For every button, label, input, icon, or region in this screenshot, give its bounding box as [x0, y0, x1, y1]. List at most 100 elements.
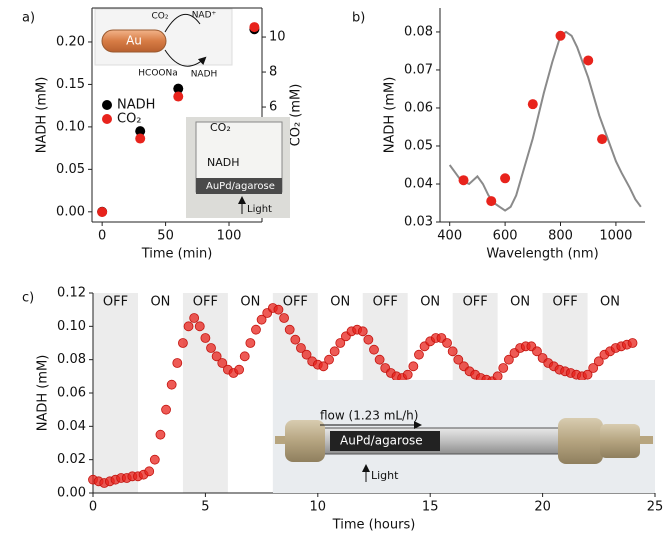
- period-label: OFF: [103, 295, 128, 310]
- point: [256, 314, 267, 325]
- annotation: Light: [247, 204, 272, 215]
- point: [97, 207, 108, 218]
- annotation: NADH: [207, 156, 240, 169]
- point: [239, 351, 250, 362]
- legend-label: NADH: [117, 98, 155, 113]
- period-label: OFF: [193, 295, 218, 310]
- point: [166, 379, 177, 390]
- x-tick-label: 0: [98, 229, 106, 244]
- period-label: ON: [240, 295, 260, 310]
- y-tick-label: 0.10: [57, 319, 86, 334]
- y-tick-label: 0.04: [57, 419, 86, 434]
- period-label: OFF: [283, 295, 308, 310]
- point: [329, 346, 340, 357]
- point: [324, 354, 334, 365]
- x-tick-label: 25: [647, 500, 663, 515]
- point: [144, 466, 155, 477]
- x-tick-label: 400: [437, 229, 462, 244]
- point: [588, 363, 599, 373]
- point: [178, 338, 188, 348]
- point: [582, 369, 593, 380]
- point: [217, 358, 228, 368]
- annotation: AuPd/agarose: [340, 434, 423, 448]
- point: [161, 404, 171, 415]
- period-label: OFF: [552, 295, 577, 310]
- point: [173, 91, 184, 102]
- y2-tick-label: 6: [269, 100, 277, 115]
- point: [458, 175, 469, 186]
- y-tick-label: 0.05: [404, 138, 433, 153]
- period-label: ON: [150, 295, 170, 310]
- reactor-bed: [330, 431, 440, 451]
- point: [597, 134, 608, 145]
- point: [453, 354, 464, 365]
- x-tick-label: 0: [89, 500, 97, 515]
- y-axis-label: NADH (mM): [36, 355, 51, 432]
- x-tick-label: 600: [493, 229, 518, 244]
- point: [211, 351, 222, 362]
- point: [447, 346, 458, 357]
- period-shade: [93, 293, 138, 493]
- period-label: OFF: [373, 295, 398, 310]
- y-tick-label: 0.02: [57, 452, 86, 467]
- point: [414, 349, 424, 360]
- point: [251, 324, 261, 335]
- y-tick-label: 0.00: [57, 486, 86, 501]
- point: [234, 364, 245, 375]
- au-particle: [101, 29, 167, 53]
- panel-label: b): [352, 11, 365, 26]
- point: [173, 83, 184, 94]
- y2-axis-label: CO₂ (mM): [289, 84, 304, 147]
- point: [408, 361, 419, 372]
- point: [442, 338, 452, 348]
- y-tick-label: 0.10: [56, 119, 85, 134]
- point: [555, 30, 566, 41]
- y-tick-label: 0.05: [56, 162, 85, 177]
- x-tick-label: 20: [534, 500, 551, 515]
- y-tick-label: 0.00: [56, 204, 85, 219]
- point: [369, 344, 379, 355]
- x-tick-label: 5: [201, 500, 209, 515]
- point: [527, 99, 538, 110]
- period-label: ON: [330, 295, 350, 310]
- point: [498, 363, 509, 373]
- point: [593, 356, 604, 367]
- point: [583, 55, 594, 66]
- point: [301, 349, 312, 360]
- point: [245, 338, 256, 348]
- line: [448, 30, 642, 212]
- point: [273, 304, 284, 315]
- y-tick-label: 0.20: [56, 34, 85, 49]
- point: [363, 334, 374, 345]
- annotation: Au: [126, 34, 142, 48]
- panel-label: c): [22, 291, 34, 306]
- point: [135, 133, 146, 144]
- legend-marker: [102, 100, 112, 110]
- annotation: CO₂: [152, 12, 169, 22]
- y-tick-label: 0.08: [57, 352, 86, 367]
- period-label: ON: [600, 295, 620, 310]
- point: [155, 429, 166, 440]
- y2-tick-label: 10: [269, 30, 286, 45]
- legend-label: CO₂: [117, 112, 142, 127]
- reactor-cap-left: [285, 420, 325, 462]
- x-axis-label: Time (min): [141, 247, 213, 262]
- period-label: OFF: [463, 295, 488, 310]
- y-tick-label: 0.06: [57, 386, 86, 401]
- point: [149, 454, 160, 465]
- point: [486, 196, 497, 207]
- period-label: ON: [420, 295, 440, 310]
- y2-tick-label: 8: [269, 65, 277, 80]
- annotation: Light: [371, 469, 399, 482]
- point: [189, 313, 200, 323]
- period-label: ON: [510, 295, 530, 310]
- x-tick-label: 10: [310, 500, 327, 515]
- reactor-cap-end: [600, 424, 640, 458]
- point: [290, 334, 301, 345]
- y-tick-label: 0.07: [404, 62, 433, 77]
- point: [357, 326, 368, 337]
- x-axis-label: Wavelength (nm): [486, 247, 598, 262]
- x-tick-label: 50: [157, 229, 174, 244]
